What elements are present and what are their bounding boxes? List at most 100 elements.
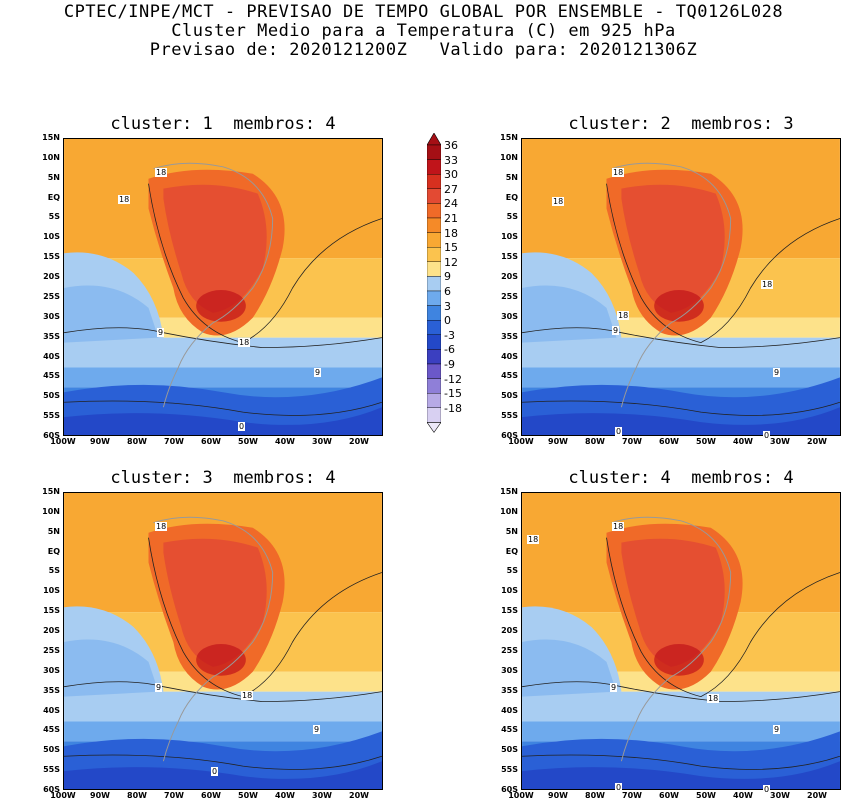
lon-label: 40W (275, 791, 295, 800)
lon-label: 30W (312, 791, 332, 800)
contour-label: 18 (155, 168, 168, 177)
lat-label: 5N (47, 526, 60, 536)
lon-label: 100W (50, 437, 76, 446)
lat-label: 5S (48, 212, 60, 222)
lon-label: 50W (238, 437, 258, 446)
colorbar-label: -15 (444, 387, 462, 401)
lat-label: 40S (43, 351, 60, 361)
lat-label: 30S (501, 665, 518, 675)
lon-label: 70W (164, 791, 184, 800)
contour-label: 18 (612, 522, 625, 531)
panel-title-1: cluster: 1 membros: 4 (110, 114, 336, 134)
contour-label: 0 (615, 427, 623, 436)
contour-label: 9 (157, 328, 165, 337)
colorbar-label: 24 (444, 197, 458, 211)
colorbar-label: 9 (444, 270, 451, 284)
lat-label: 25S (501, 291, 518, 301)
lat-label: 55S (501, 411, 518, 421)
panel-title-2: cluster: 2 membros: 3 (568, 114, 794, 134)
lat-label: 35S (501, 331, 518, 341)
lon-label: 40W (733, 437, 753, 446)
contour-label: 0 (211, 767, 219, 776)
lat-label: 40S (501, 705, 518, 715)
colorbar-label: 21 (444, 212, 458, 225)
lon-label: 30W (312, 437, 332, 446)
lon-label: 30W (770, 437, 790, 446)
lat-label: 10S (43, 586, 60, 596)
lon-label: 70W (164, 437, 184, 446)
lat-label: 5S (48, 566, 60, 576)
lat-label: 35S (43, 685, 60, 695)
lat-label: 60S (501, 785, 518, 794)
colorbar-label: -6 (444, 343, 455, 357)
lat-label: 15N (42, 487, 60, 496)
lat-label: 5N (505, 526, 518, 536)
colorbar-label: -12 (444, 372, 462, 386)
lat-label: 60S (43, 431, 60, 440)
lat-label: 15N (500, 133, 518, 142)
colorbar-label: 6 (444, 285, 451, 298)
lat-label: 50S (43, 391, 60, 401)
contour-label: 0 (763, 431, 771, 440)
contour-label: 18 (241, 691, 254, 700)
contour-label: 0 (615, 783, 623, 792)
lat-label: 30S (43, 665, 60, 675)
lat-label: 45S (501, 371, 518, 381)
contour-label: 18 (118, 195, 131, 204)
lat-label: 50S (43, 745, 60, 755)
lon-label: 30W (770, 791, 790, 800)
lat-label: 10N (42, 152, 60, 162)
colorbar-label: -9 (444, 358, 455, 371)
lat-label: 25S (43, 291, 60, 301)
lat-label: 15S (501, 252, 518, 262)
lat-label: 40S (43, 705, 60, 715)
header-line-3: Previsao de: 2020121200Z Valido para: 20… (149, 40, 698, 60)
colorbar-label: 27 (444, 182, 458, 196)
header-line-2: Cluster Medio para a Temperatura (C) em … (171, 21, 676, 41)
lon-label: 70W (622, 791, 642, 800)
lon-label: 20W (807, 791, 827, 800)
lat-label: 45S (43, 725, 60, 735)
contour-label: 9 (313, 725, 321, 734)
lat-label: 10S (501, 232, 518, 242)
lon-label: 80W (585, 791, 605, 800)
lat-label: 40S (501, 351, 518, 361)
lat-label: 10N (42, 506, 60, 516)
contour-label: 18 (617, 311, 630, 320)
lat-label: EQ (505, 192, 518, 202)
lat-label: 15S (501, 606, 518, 616)
colorbar-label: 0 (444, 314, 451, 328)
lat-label: 50S (501, 745, 518, 755)
lat-label: 10S (501, 586, 518, 596)
lon-label: 50W (696, 791, 716, 800)
lon-label: 50W (238, 791, 258, 800)
contour-label: 0 (238, 422, 246, 431)
lat-label: 5N (47, 172, 60, 182)
contour-label: 18 (761, 280, 774, 289)
colorbar-label: -3 (444, 328, 455, 342)
lat-label: EQ (47, 192, 60, 202)
lon-label: 90W (90, 437, 110, 446)
colorbar-label: 18 (444, 226, 458, 240)
lat-label: 10N (500, 506, 518, 516)
lat-label: 25S (43, 645, 60, 655)
lon-label: 20W (807, 437, 827, 446)
colorbar-label: -18 (444, 401, 462, 415)
lon-label: 90W (90, 791, 110, 800)
lon-label: 80W (127, 437, 147, 446)
lon-label: 90W (548, 437, 568, 446)
lon-label: 100W (508, 437, 534, 446)
lat-label: 15N (42, 133, 60, 142)
lon-label: 20W (349, 791, 369, 800)
contour-label: 9 (773, 368, 781, 377)
lat-label: 60S (501, 431, 518, 440)
contour-label: 9 (155, 683, 163, 692)
contour-label: 9 (610, 683, 618, 692)
colorbar-label: 36 (444, 139, 458, 152)
lat-label: 10S (43, 232, 60, 242)
lat-label: 55S (43, 765, 60, 775)
lat-label: 30S (501, 311, 518, 321)
temperature-map-2 (521, 138, 841, 436)
lat-label: 15N (500, 487, 518, 496)
lat-label: 55S (501, 765, 518, 775)
